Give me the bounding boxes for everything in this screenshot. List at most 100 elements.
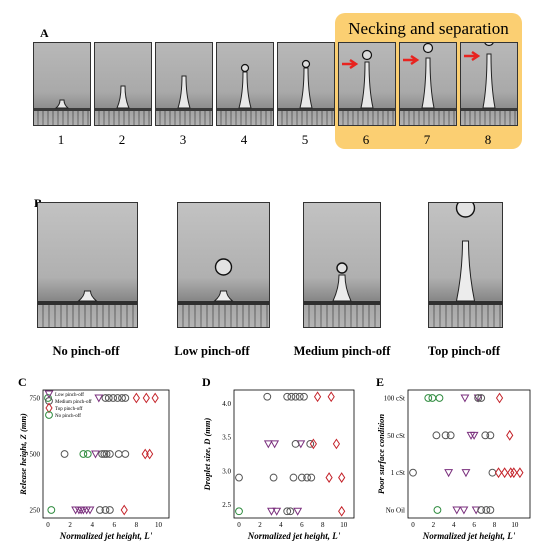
pinch-off-frame-2 [177,202,270,328]
data-point [338,472,346,483]
data-point [142,392,150,404]
panel-letter: D [202,375,211,389]
data-point [146,448,154,460]
pinch-off-frame-3 [303,202,381,328]
jet-shape [116,85,130,109]
y-axis-label: Droplet size, D (mm) [202,417,212,491]
data-point [481,431,490,440]
data-point [325,472,333,483]
legend-entry: Low pinch-off [55,393,84,398]
data-point [60,450,69,458]
data-point [102,450,111,458]
data-point [283,507,292,516]
x-axis-label: Normalized jet height, L' [422,531,516,541]
jet-shape [299,59,313,109]
data-point [113,394,122,402]
data-point [297,473,306,482]
data-point [306,439,315,448]
data-point [45,402,53,414]
x-tick-label: 4 [279,521,283,529]
data-point [441,431,450,440]
jet-frame-1 [33,42,91,126]
jet-frame-7 [399,42,457,126]
pinch-off-label: No pinch-off [52,344,120,358]
pinch-off-frame-1 [37,202,138,328]
data-point [295,392,304,401]
y-tick-label: 4.0 [222,400,231,408]
data-point [105,506,114,514]
x-tick-label: 8 [135,521,139,529]
red-arrow-icon [342,58,359,70]
data-point [506,429,514,441]
data-point [47,506,56,514]
data-point [96,506,104,514]
necking-title: Necking and separation [348,19,509,38]
data-point [94,394,104,403]
jet-shape [54,99,70,109]
jet-frame-2 [94,42,152,126]
data-point [424,394,433,402]
data-point [104,394,113,402]
data-point [291,392,300,401]
y-tick-label: 50 cSt [387,432,405,440]
data-point [91,450,100,459]
x-tick-label: 8 [321,521,325,529]
data-point [409,468,417,477]
data-point [428,394,437,402]
data-point [459,506,469,515]
data-point [120,504,128,516]
jet-frame-5 [277,42,335,126]
x-tick-label: 4 [452,521,456,529]
jet-frame-6 [338,42,396,126]
data-point [45,411,53,419]
data-point [469,431,479,440]
x-tick-label: 10 [511,521,519,529]
data-point [118,394,126,402]
data-point [44,390,54,399]
data-point [109,394,118,402]
data-point [235,473,243,482]
data-point [482,506,491,514]
y-tick-label: 2.5 [222,501,231,509]
x-tick-label: 8 [493,521,497,529]
frame-number: 1 [57,132,65,147]
data-point [433,506,442,514]
jet-shape [238,63,252,109]
data-point [507,467,515,479]
frame-number: 7 [423,132,431,147]
data-point [98,450,107,458]
data-point [293,507,303,516]
data-point [510,467,518,479]
data-point [338,505,346,517]
frame-number: 6 [362,132,370,147]
data-point [303,473,311,482]
x-tick-label: 2 [258,521,262,529]
y-tick-label: 500 [30,451,41,459]
data-point [141,448,149,460]
data-point [477,394,486,402]
data-point [79,450,88,458]
data-point [151,392,159,404]
data-point [121,450,130,458]
pinch-off-frame-4 [428,202,503,328]
legend-entry: Top pinch-off [55,407,83,412]
data-point [444,469,454,478]
y-axis-label: Poor surface condition [376,414,386,495]
x-tick-label: 10 [340,521,348,529]
data-point [494,467,503,479]
panel-letter-a: A [40,26,49,40]
pinch-off-label: Low pinch-off [174,344,250,358]
data-point [460,394,470,403]
frame-number: 8 [484,132,492,147]
data-point [105,450,114,458]
data-point [313,391,322,403]
data-point [474,394,483,402]
frame-number: 3 [179,132,187,147]
x-axis-label: Normalized jet height, L' [247,531,341,541]
legend-entry: No pinch-off [55,414,81,419]
data-point [270,440,280,449]
data-point [486,431,495,440]
data-point [435,394,444,402]
y-axis-label: Release height, Z (mm) [18,413,28,496]
